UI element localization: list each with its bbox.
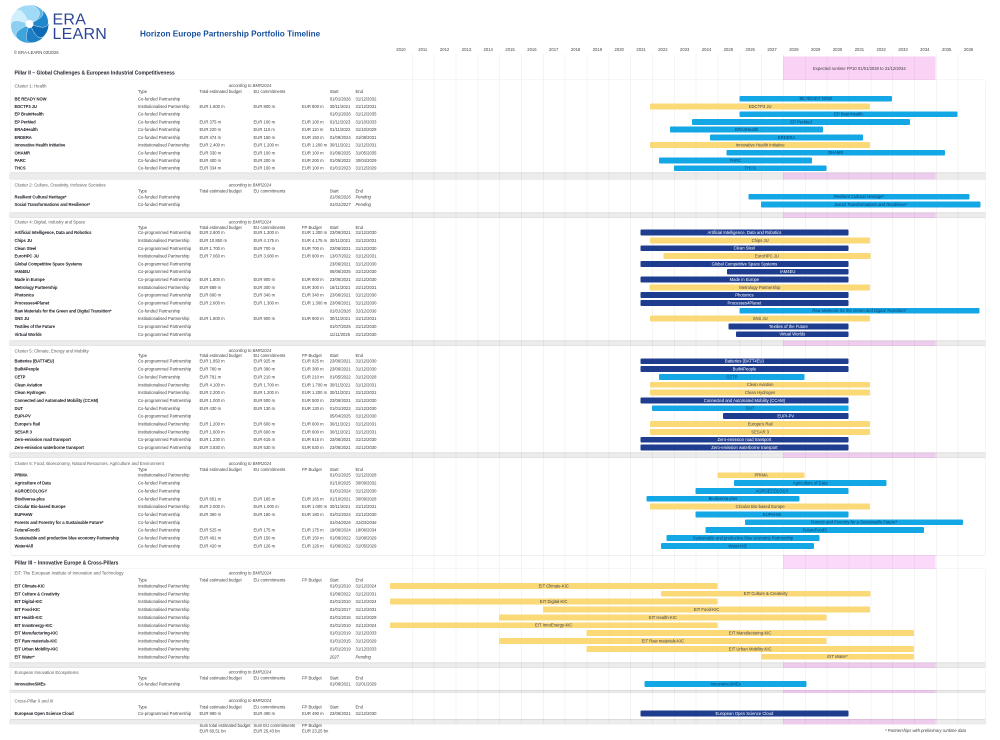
svg-text:ERA: ERA — [53, 12, 87, 29]
svg-text:LEARN: LEARN — [53, 26, 108, 43]
